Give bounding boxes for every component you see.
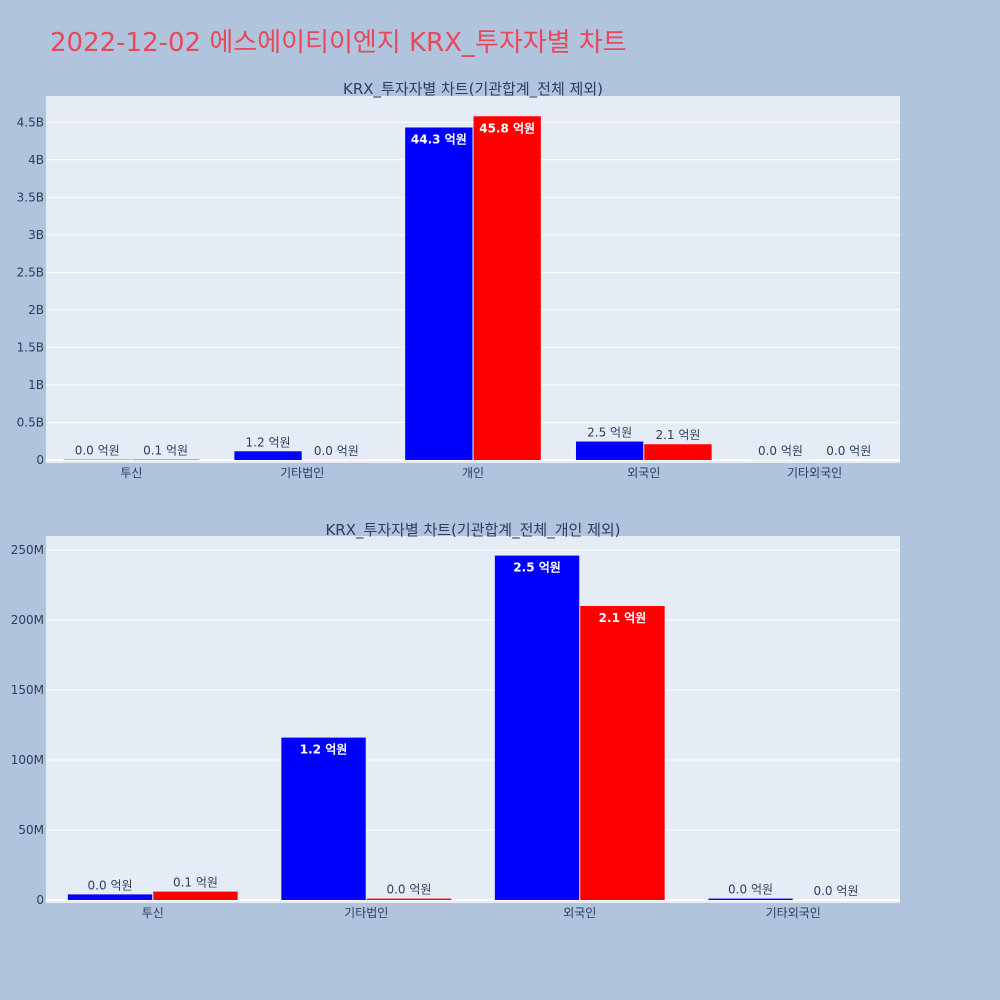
data-label: 1.2 억원	[246, 435, 291, 449]
bar	[580, 606, 665, 900]
y-tick-label: 4.5B	[17, 115, 44, 129]
y-tick-label: 3.5B	[17, 190, 44, 204]
x-tick-label: 외국인	[627, 466, 660, 480]
data-label: 44.3 억원	[411, 133, 467, 147]
y-tick-label: 1B	[28, 378, 44, 392]
plot-area	[46, 96, 900, 463]
y-tick-label: 50M	[18, 823, 44, 837]
data-label: 0.0 억원	[826, 444, 871, 458]
chart-top: 0 0.5B 1B 1.5B 2B 2.5B 3B 3.5B 4B 4.5B KRX_투자자별 차트…	[17, 80, 900, 480]
data-label: 0.1 억원	[173, 876, 218, 890]
y-tick-label: 4B	[28, 153, 44, 167]
y-tick-label: 100M	[11, 753, 44, 767]
y-tick-label: 0	[36, 893, 44, 907]
y-tick-label: 150M	[11, 683, 44, 697]
chart-title: KRX_투자자별 차트(기관합계_전체_개인 제외)	[325, 521, 620, 540]
data-label: 0.0 억원	[813, 884, 858, 898]
x-tick-label: 외국인	[563, 906, 596, 920]
bar	[644, 444, 712, 460]
data-label: 45.8 억원	[479, 121, 535, 135]
bar	[67, 894, 153, 900]
data-label: 0.0 억원	[88, 878, 133, 892]
y-tick-label: 0	[36, 453, 44, 467]
bar	[494, 555, 580, 900]
bar	[575, 441, 644, 460]
y-tick-label: 2.5B	[17, 265, 44, 279]
x-tick-label: 투신	[120, 466, 142, 480]
page-title: 2022-12-02 에스에이티이엔지 KRX_투자자별 차트	[50, 28, 627, 58]
y-tick-label: 2B	[28, 303, 44, 317]
x-tick-label: 기타외국인	[766, 906, 821, 920]
data-label: 2.1 억원	[655, 428, 700, 442]
data-label: 2.1 억원	[599, 611, 647, 625]
data-label: 0.0 억원	[728, 883, 773, 897]
x-tick-label: 개인	[462, 466, 484, 480]
bar	[366, 898, 452, 900]
bar	[405, 127, 473, 460]
bar	[234, 451, 302, 460]
data-label: 2.5 억원	[587, 426, 632, 440]
y-tick-label: 1.5B	[17, 340, 44, 354]
y-tick-label: 250M	[11, 543, 44, 557]
bar	[473, 116, 541, 460]
data-label: 0.0 억원	[314, 444, 359, 458]
plot-area	[46, 536, 900, 903]
bar	[281, 737, 366, 900]
x-tick-label: 기타법인	[344, 906, 388, 920]
x-tick-label: 기타법인	[280, 466, 324, 480]
data-label: 0.0 억원	[758, 444, 803, 458]
x-tick-label: 기타외국인	[787, 466, 842, 480]
bar	[153, 891, 238, 900]
data-label: 1.2 억원	[300, 743, 348, 757]
y-tick-label: 200M	[11, 613, 44, 627]
x-tick-label: 투신	[142, 906, 164, 920]
data-label: 0.1 억원	[143, 444, 188, 458]
data-label: 0.0 억원	[386, 883, 431, 897]
data-label: 0.0 억원	[75, 444, 120, 458]
y-tick-label: 0.5B	[17, 415, 44, 429]
data-label: 2.5 억원	[513, 561, 561, 575]
y-tick-label: 3B	[28, 228, 44, 242]
chart-title: KRX_투자자별 차트(기관합계_전체 제외)	[343, 80, 603, 99]
bar	[708, 898, 793, 900]
